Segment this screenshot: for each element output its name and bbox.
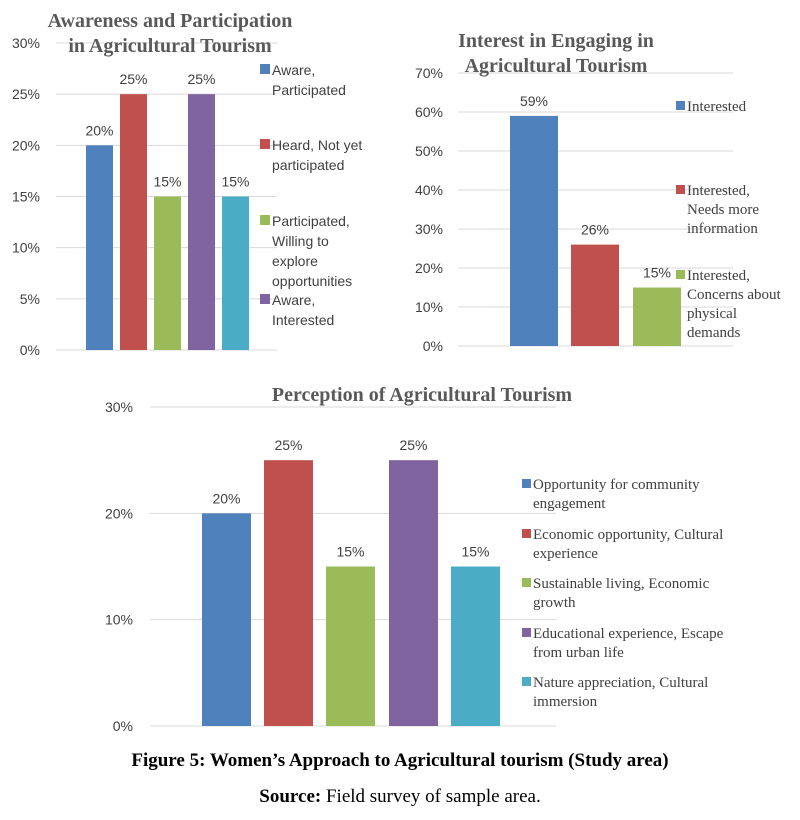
chart-title: Agricultural Tourism: [465, 55, 648, 77]
legend-swatch: [676, 101, 685, 110]
chart-2: 0% 10% 20% 30% 40% 50% 60% 70% Interest in Engag…: [415, 30, 782, 354]
bar: [510, 115, 558, 347]
bar: [633, 287, 681, 346]
data-label: 25%: [119, 71, 147, 87]
data-label: 20%: [85, 122, 113, 138]
data-label: 25%: [399, 437, 427, 453]
data-label: 20%: [212, 490, 240, 506]
y-tick-label: 30%: [12, 35, 40, 51]
legend-label: Interested: [272, 312, 334, 328]
y-tick-label: 70%: [415, 65, 443, 81]
legend-label: Nature appreciation, Cultural: [533, 675, 708, 691]
bar: [86, 145, 113, 350]
y-tick-label: 60%: [415, 104, 443, 120]
chart-title: Interest in Engaging in: [458, 30, 654, 52]
legend-swatch: [260, 139, 270, 149]
legend-label: physical: [687, 306, 737, 322]
legend-label: Opportunity for community: [533, 477, 700, 493]
y-tick-label: 40%: [415, 182, 443, 198]
legend-label: Aware,: [272, 62, 315, 78]
legend-label: Interested,: [687, 183, 750, 199]
figure-charts: 0% 5% 10% 15% 20% 25% 30% Awareness and Partici…: [12, 10, 782, 734]
figure-caption: Figure 5: Women’s Approach to Agricultur…: [131, 750, 669, 771]
bar: [326, 566, 375, 726]
bar: [188, 94, 215, 351]
bar: [202, 513, 251, 726]
legend-swatch: [522, 529, 531, 538]
bar: [120, 94, 147, 351]
legend-swatch: [676, 270, 685, 279]
legend-label: growth: [533, 595, 576, 611]
legend-label: participated: [272, 157, 344, 173]
chart-1: 0% 5% 10% 15% 20% 25% 30% Awareness and Partici…: [12, 10, 362, 358]
bar: [571, 244, 619, 346]
bar: [222, 196, 249, 350]
y-tick-label: 0%: [423, 338, 443, 354]
y-tick-label: 20%: [105, 505, 133, 521]
y-tick-label: 20%: [415, 260, 443, 276]
legend-label: Educational experience, Escape: [533, 626, 724, 642]
y-tick-label: 10%: [415, 299, 443, 315]
legend-label: Aware,: [272, 292, 315, 308]
y-tick-label: 0%: [113, 718, 133, 734]
y-tick-label: 30%: [105, 399, 133, 415]
bar: [154, 196, 181, 350]
legend-label: Concerns about: [687, 287, 782, 303]
bar: [264, 460, 313, 726]
y-tick-label: 20%: [12, 137, 40, 153]
y-tick-label: 30%: [415, 221, 443, 237]
data-label: 15%: [336, 544, 364, 560]
legend-label: from urban life: [533, 645, 624, 661]
legend-label: immersion: [533, 694, 598, 710]
chart-title: Awareness and Participation: [48, 10, 293, 32]
legend-swatch: [676, 185, 685, 194]
data-label: 15%: [221, 174, 249, 190]
bar: [451, 566, 500, 726]
y-tick-label: 0%: [20, 342, 40, 358]
legend-label: Participated,: [272, 213, 350, 229]
legend-label: Interested,: [687, 268, 750, 284]
legend-label: Participated: [272, 82, 346, 98]
legend-label: experience: [533, 546, 598, 562]
data-label: 15%: [643, 265, 671, 281]
y-tick-label: 5%: [20, 291, 40, 307]
chart-title: Perception of Agricultural Tourism: [272, 384, 573, 406]
legend-label: demands: [687, 325, 740, 341]
y-tick-label: 15%: [12, 189, 40, 205]
source-line: Source: Field survey of sample area.: [0, 786, 800, 808]
data-label: 25%: [274, 437, 302, 453]
legend-swatch: [260, 64, 270, 74]
legend-label: information: [687, 221, 758, 237]
chart-3: 0% 10% 20% 30% Perception of Agricultural To…: [105, 384, 724, 734]
legend-swatch: [522, 479, 531, 488]
legend-label: engagement: [533, 496, 606, 512]
legend-label: Needs more: [687, 202, 759, 218]
data-label: 15%: [153, 174, 181, 190]
source-text: Field survey of sample area.: [321, 786, 541, 807]
data-label: 25%: [187, 71, 215, 87]
source-label: Source:: [259, 786, 322, 807]
legend-label: Sustainable living, Economic: [533, 576, 710, 592]
data-label: 26%: [581, 222, 609, 238]
legend-label: explore: [272, 253, 318, 269]
chart-title: in Agricultural Tourism: [68, 35, 272, 57]
legend-label: Interested: [687, 99, 747, 115]
legend-swatch: [260, 215, 270, 225]
bar: [389, 460, 438, 726]
legend-label: Heard, Not yet: [272, 137, 362, 153]
legend-label: opportunities: [272, 273, 352, 289]
y-tick-label: 10%: [105, 612, 133, 628]
legend-label: Willing to: [272, 233, 329, 249]
y-tick-label: 50%: [415, 143, 443, 159]
legend-swatch: [522, 677, 531, 686]
y-tick-label: 25%: [12, 86, 40, 102]
legend-swatch: [522, 628, 531, 637]
data-label: 59%: [520, 93, 548, 109]
legend-swatch: [260, 294, 270, 304]
y-tick-label: 10%: [12, 240, 40, 256]
legend-label: Economic opportunity, Cultural: [533, 527, 723, 543]
legend-swatch: [522, 578, 531, 587]
data-label: 15%: [461, 544, 489, 560]
